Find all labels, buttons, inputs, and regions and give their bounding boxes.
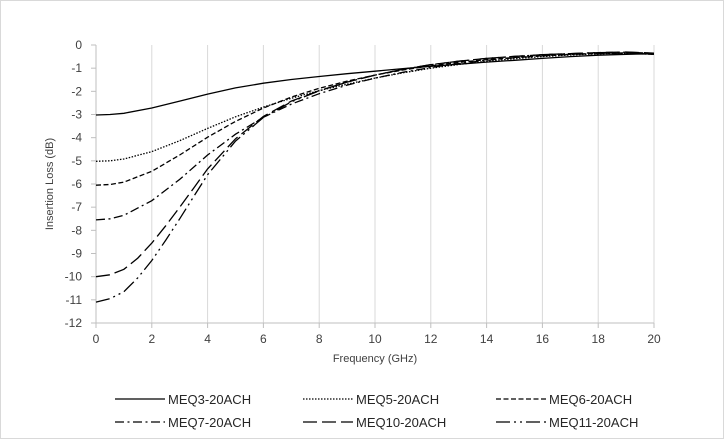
x-tick-label: 16 bbox=[536, 332, 550, 346]
x-tick-label: 12 bbox=[424, 332, 438, 346]
series-line-2 bbox=[95, 52, 655, 162]
y-tick-label: -10 bbox=[65, 270, 83, 284]
x-tick-label: 14 bbox=[480, 332, 494, 346]
y-tick-label: -7 bbox=[71, 200, 82, 214]
legend-label: MEQ7-20ACH bbox=[168, 415, 251, 430]
x-tick-label: 10 bbox=[368, 332, 382, 346]
legend-label: MEQ3-20ACH bbox=[168, 392, 251, 407]
x-axis-title: Frequency (GHz) bbox=[333, 353, 417, 365]
axes bbox=[91, 44, 655, 328]
y-tick-label: -9 bbox=[71, 247, 82, 261]
x-tick-label: 0 bbox=[93, 332, 100, 346]
y-axis-title: Insertion Loss (dB) bbox=[44, 138, 56, 230]
x-tick-label: 8 bbox=[316, 332, 323, 346]
y-tick-label: -12 bbox=[65, 316, 83, 330]
series-line-1 bbox=[95, 53, 655, 116]
y-tick-label: -4 bbox=[71, 131, 82, 145]
tick-labels: 0 -1 -2 -3 -4 -5 -6 -7 -8 -9 -10 -11 -12 0 2 4 6 8 10 12 14 1… bbox=[65, 38, 661, 346]
y-tick-label: -5 bbox=[71, 154, 82, 168]
x-tick-label: 6 bbox=[260, 332, 267, 346]
x-tick-label: 2 bbox=[148, 332, 155, 346]
y-tick-label: -6 bbox=[71, 177, 82, 191]
x-tick-label: 4 bbox=[204, 332, 211, 346]
gridlines bbox=[151, 45, 655, 323]
legend: MEQ3-20ACH MEQ5-20ACH MEQ6-20ACH MEQ7-20ACH… bbox=[115, 392, 638, 430]
y-tick-label: -2 bbox=[71, 84, 82, 98]
series-lines bbox=[95, 51, 655, 303]
y-tick-label: -1 bbox=[71, 61, 82, 75]
legend-label: MEQ10-20ACH bbox=[356, 415, 446, 430]
y-tick-label: -8 bbox=[71, 223, 82, 237]
x-tick-label: 18 bbox=[592, 332, 606, 346]
x-tick-label: 20 bbox=[647, 332, 661, 346]
y-tick-label: -11 bbox=[66, 293, 83, 307]
series-line-6 bbox=[95, 51, 655, 303]
y-tick-label: 0 bbox=[75, 38, 82, 52]
y-tick-label: -3 bbox=[71, 108, 82, 122]
legend-label: MEQ5-20ACH bbox=[356, 392, 439, 407]
legend-label: MEQ6-20ACH bbox=[549, 392, 632, 407]
series-line-4 bbox=[95, 52, 655, 221]
legend-label: MEQ11-20ACH bbox=[549, 415, 638, 430]
